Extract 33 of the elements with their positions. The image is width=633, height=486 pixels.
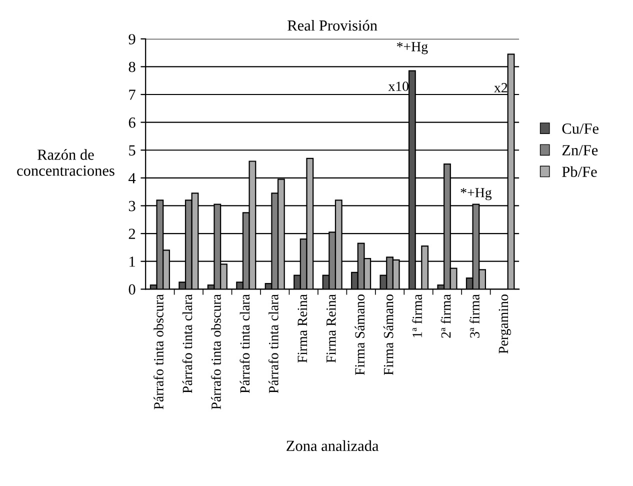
x-tick-label: Párrafo tinta clara xyxy=(240,294,250,394)
x-tick-label: Firma Sámano xyxy=(383,294,394,376)
annotation: *+Hg xyxy=(396,42,428,54)
y-tick-label: 8 xyxy=(128,62,136,72)
chart-title: Real Provisión xyxy=(288,20,378,31)
y-tick-label: 9 xyxy=(128,34,136,44)
y-tick-label: 2 xyxy=(128,228,136,239)
x-tick-label: Párrafo tinta obscura xyxy=(210,294,221,410)
x-tick-label: Párrafo tinta clara xyxy=(182,294,192,394)
x-tick-label: Párrafo tinta clara xyxy=(268,294,278,394)
y-tick-label: 7 xyxy=(129,90,136,100)
y-tick-label: 3 xyxy=(128,200,136,212)
legend-label: Cu/Fe xyxy=(562,124,598,134)
x-tick-label: Párrafo tinta obscura xyxy=(154,294,164,410)
x-axis-title: Zona analizada xyxy=(286,440,379,452)
x-tick-label: Firma Reina xyxy=(326,294,336,363)
annotation: x2 xyxy=(494,83,508,92)
legend-label: Zn/Fe xyxy=(562,145,598,156)
y-tick-label: 0 xyxy=(128,284,136,295)
x-tick-label: Firma Reina xyxy=(298,294,308,363)
y-tick-label: 5 xyxy=(129,145,136,156)
x-tick-label: 3ª firma xyxy=(470,294,480,338)
legend-label: Pb/Fe xyxy=(562,166,597,177)
annotation: *+Hg xyxy=(460,188,492,200)
y-axis-title: Razón de concentraciones xyxy=(17,149,114,176)
y-tick-label: 1 xyxy=(130,256,135,267)
x-tick-label: 1ª firma xyxy=(412,294,422,338)
y-tick-label: 6 xyxy=(128,117,136,128)
x-tick-label: 2ª firma xyxy=(440,294,451,338)
annotation: x10 xyxy=(388,82,408,92)
x-tick-label: Pergamino xyxy=(498,294,511,354)
y-tick-label: 4 xyxy=(128,173,136,184)
x-tick-label: Firma Sámano xyxy=(354,294,365,376)
